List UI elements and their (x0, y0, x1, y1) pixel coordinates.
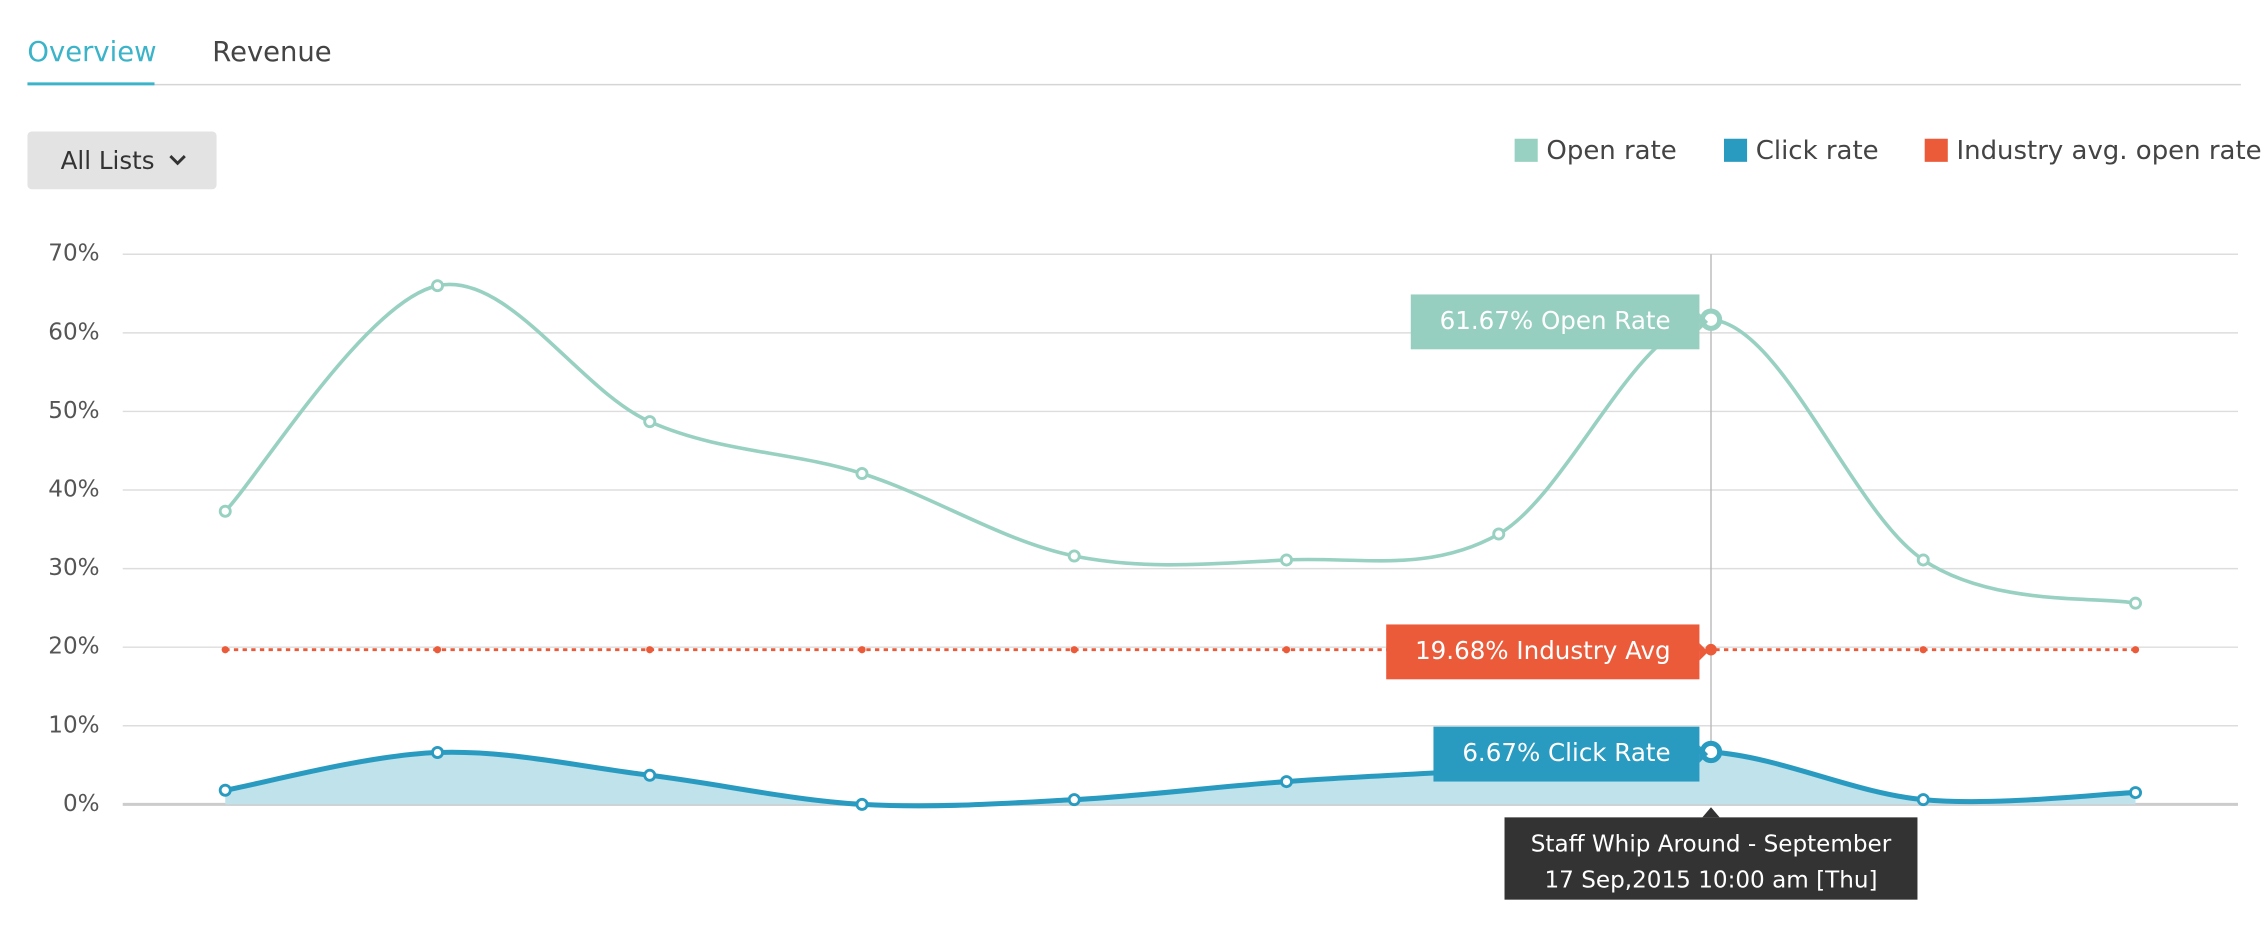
point (855, 467, 869, 481)
area (225, 751, 2136, 806)
tooltip: 6.67% Click Rate (1433, 726, 1709, 782)
point (1067, 793, 1081, 807)
point (1067, 549, 1081, 563)
tooltip: 19.68% Industry Avg (1386, 624, 1709, 680)
tooltip-arrow (1699, 643, 1709, 661)
legend-swatch (1723, 138, 1748, 162)
point (433, 646, 442, 654)
tooltip-box (1410, 294, 1700, 350)
tooltip-label: 6.67% Click Rate (1462, 738, 1670, 767)
line (224, 748, 2136, 809)
point (430, 279, 444, 293)
line (223, 282, 2136, 605)
dropdown[interactable]: All Lists (27, 131, 217, 190)
point (2131, 646, 2140, 654)
point (1070, 646, 1078, 654)
legend-swatch (1514, 138, 1538, 162)
point (855, 797, 869, 811)
tooltip-arrow (1699, 745, 1709, 763)
y-tick-label: 20% (48, 634, 99, 660)
point (1916, 553, 1930, 567)
tab[interactable]: Overview (27, 37, 156, 68)
dropdown-button[interactable] (27, 131, 217, 190)
point (643, 768, 657, 782)
y-tick-label: 30% (48, 555, 99, 581)
dropdown-label[interactable]: All Lists (61, 146, 155, 175)
y-tick-label: 50% (48, 398, 99, 424)
point (430, 746, 444, 759)
chevron (169, 155, 186, 166)
tooltip-box (1433, 726, 1700, 782)
point (1282, 646, 1291, 654)
legend-label: Industry avg. open rate (1956, 136, 2261, 166)
tooltip: 61.67% Open Rate (1410, 294, 1709, 350)
point (218, 783, 232, 797)
point (1492, 527, 1506, 541)
tooltip-box (1386, 624, 1700, 680)
point (2128, 596, 2142, 610)
point (646, 646, 654, 654)
tooltip-label: 19.68% Industry Avg (1415, 636, 1670, 665)
tooltip-box (1504, 817, 1918, 900)
y-tick-label: 10% (48, 712, 99, 738)
point (1279, 775, 1293, 789)
legend-swatch (1924, 138, 1948, 162)
tab[interactable]: Revenue (212, 37, 331, 68)
point (1705, 643, 1717, 656)
point (1916, 793, 1930, 807)
tooltip-arrow (1699, 313, 1709, 331)
point (1279, 553, 1293, 567)
point (643, 415, 657, 429)
point (218, 504, 232, 518)
y-tick-label: 0% (63, 791, 100, 817)
tooltip-arrow (1702, 807, 1720, 818)
point (221, 646, 229, 654)
legend-label: Click rate (1756, 136, 1879, 166)
tooltip-title: Staff Whip Around - September (1531, 831, 1892, 857)
point (1919, 646, 1927, 654)
tooltip-date: 17 Sep,2015 10:00 am [Thu] (1544, 867, 1877, 893)
tooltip-label: 61.67% Open Rate (1440, 306, 1671, 335)
y-tick-label: 70% (48, 241, 99, 267)
y-tick-label: 40% (48, 477, 99, 503)
point (2128, 786, 2142, 800)
point (858, 646, 866, 654)
y-tick-label: 60% (48, 319, 99, 345)
legend-label: Open rate (1546, 136, 1676, 166)
